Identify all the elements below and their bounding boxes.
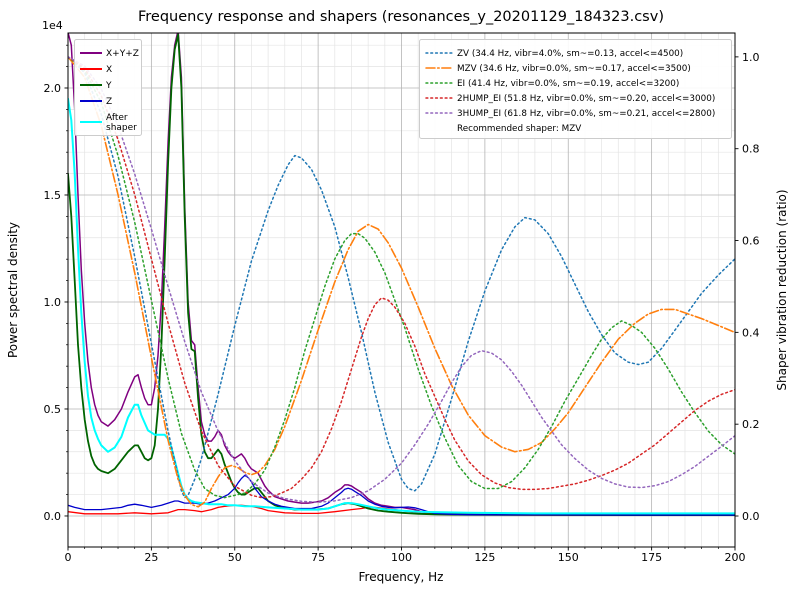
x-tick-label: 75: [311, 551, 325, 564]
y-left-tick-label: 1.5: [44, 189, 62, 202]
legend-label: MZV (34.6 Hz, vibr=0.0%, sm~=0.17, accel…: [457, 64, 691, 74]
y-left-tick-label: 1.0: [44, 296, 62, 309]
series-line-zv: [68, 56, 735, 499]
legend-label: X+Y+Z: [106, 49, 139, 59]
y-left-tick-label: 0.0: [44, 510, 62, 523]
series-line-3hump-ei: [68, 56, 735, 503]
legend-label: 2HUMP_EI (51.8 Hz, vibr=0.0%, sm~=0.20, …: [457, 94, 715, 104]
series-line-mzv: [68, 56, 735, 508]
x-tick-label: 125: [474, 551, 495, 564]
series-line-z: [68, 474, 735, 516]
x-tick-label: 25: [144, 551, 158, 564]
shaper-legend-box: [419, 39, 732, 139]
x-tick-label: 0: [65, 551, 72, 564]
legend-label: EI (41.4 Hz, vibr=0.0%, sm~=0.19, accel<…: [457, 79, 679, 89]
legend-label: Z: [106, 97, 112, 107]
y-left-tick-label: 0.5: [44, 403, 62, 416]
y-right-tick-label: 1.0: [742, 51, 760, 64]
axes-frame: 0 25 50 75 100 125 150 175 200 0.0 0.5 1.0 1.5 2.0 0.0…: [44, 32, 760, 564]
y-left-axis-label: Power spectral density: [6, 222, 20, 358]
x-tick-label: 200: [725, 551, 746, 564]
psd-legend-box: [74, 39, 142, 136]
legend-label: 3HUMP_EI (61.8 Hz, vibr=0.0%, sm~=0.21, …: [457, 109, 715, 119]
y-right-tick-label: 0.2: [742, 418, 760, 431]
x-axis-label: Frequency, Hz: [359, 570, 444, 584]
recommended-shaper-note: Recommended shaper: MZV: [457, 124, 581, 134]
x-tick-label: 50: [228, 551, 242, 564]
y-right-axis-label: Shaper vibration reduction (ratio): [775, 189, 789, 390]
y-left-tick-label: 2.0: [44, 82, 62, 95]
legend-label: shaper: [106, 123, 137, 133]
x-tick-label: 100: [391, 551, 412, 564]
y-right-tick-label: 0.8: [742, 143, 760, 156]
legend-label: After: [106, 113, 128, 123]
x-tick-label: 150: [558, 551, 579, 564]
legend-label: ZV (34.4 Hz, vibr=4.0%, sm~=0.13, accel<…: [457, 49, 683, 59]
legend-label: X: [106, 65, 112, 75]
y-axis-offset-label: 1e4: [42, 19, 63, 32]
series-line-ei: [68, 56, 735, 499]
series-line-x-y-z: [68, 33, 735, 516]
y-right-tick-label: 0.4: [742, 326, 760, 339]
series-line-2hump-ei: [68, 56, 735, 499]
series-layer: [68, 33, 735, 516]
series-line-after-shaper: [68, 97, 735, 515]
chart-title: Frequency response and shapers (resonanc…: [138, 9, 664, 25]
shaper-legend: ZV (34.4 Hz, vibr=4.0%, sm~=0.13, accel<…: [419, 39, 732, 139]
x-tick-label: 175: [641, 551, 662, 564]
y-right-tick-label: 0.0: [742, 510, 760, 523]
y-right-tick-label: 0.6: [742, 235, 760, 248]
legend-label: Y: [105, 81, 112, 91]
